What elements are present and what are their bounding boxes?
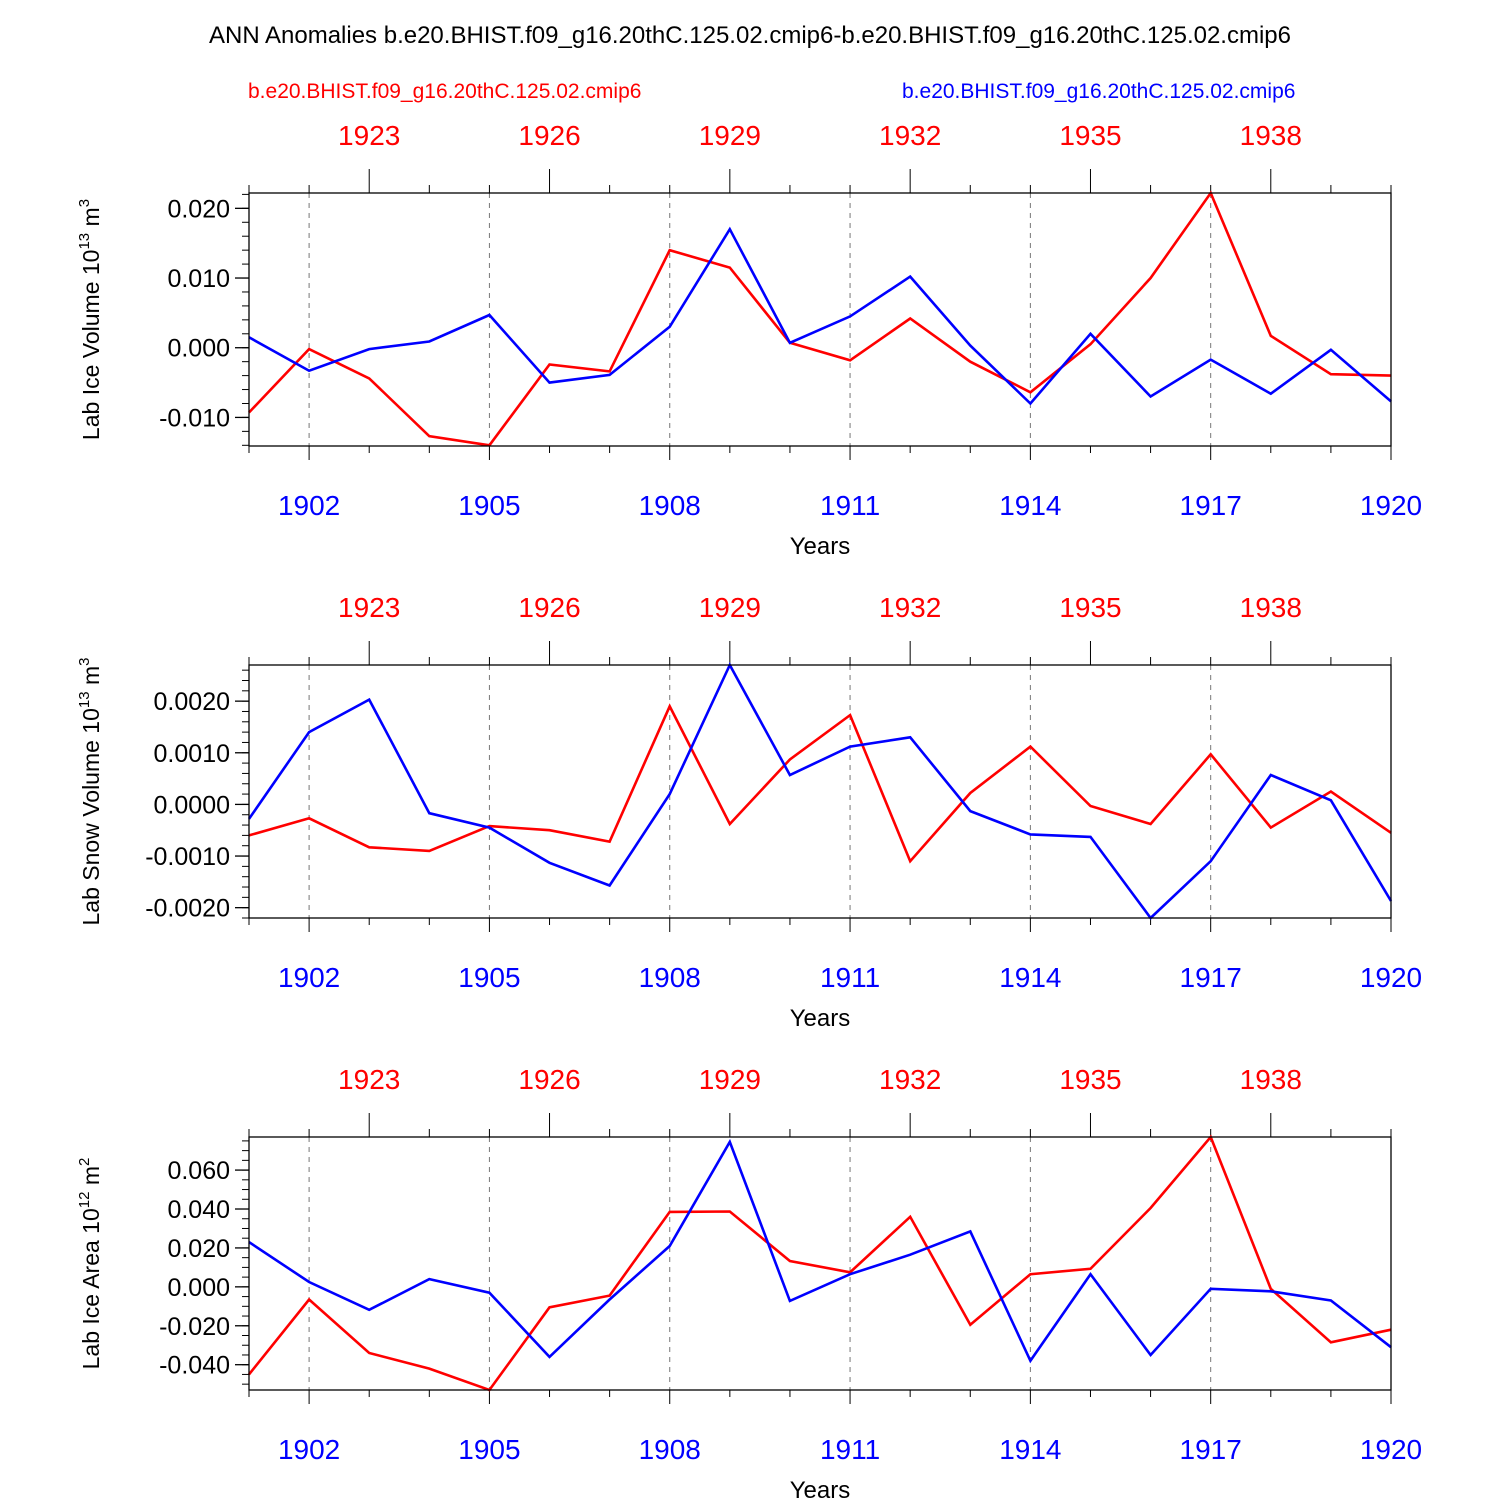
x-tick-label-bottom: 1911	[820, 490, 880, 521]
plot-frame	[248, 192, 1392, 447]
panel-1: -0.010 0.000 0.010 0.020 1902 1905 1908 1911 191…	[76, 120, 1422, 560]
series-line-2	[248, 1138, 1392, 1364]
x-tick-label-top: 1923	[338, 592, 400, 623]
x-tick-label-bottom: 1914	[999, 490, 1061, 521]
x-tick-label-top: 1926	[518, 1064, 580, 1095]
y-tick-label: 0.010	[167, 265, 230, 293]
x-tick-label-bottom: 1902	[278, 1434, 340, 1465]
y-tick-label: 0.0020	[154, 688, 230, 716]
x-tick-label-top: 1935	[1059, 592, 1121, 623]
plot-frame	[248, 664, 1392, 919]
panel-3: -0.040 -0.020 0.000 0.020 0.040 0.060 1902 1905…	[76, 1064, 1422, 1500]
x-tick-label-top: 1929	[699, 592, 761, 623]
y-axis-label: Lab Snow Volume 1013 m3	[76, 658, 104, 926]
x-axis-label: Years	[790, 1477, 851, 1500]
y-tick-label: 0.020	[167, 1235, 230, 1263]
x-tick-label-top: 1926	[518, 120, 580, 151]
x-tick-label-top: 1938	[1240, 1064, 1302, 1095]
x-tick-label-bottom: 1917	[1180, 962, 1242, 993]
panel-2: -0.0020 -0.0010 0.0000 0.0010 0.0020 1902 1905…	[76, 592, 1422, 1032]
x-tick-label-top: 1935	[1059, 1064, 1121, 1095]
y-tick-label: -0.040	[159, 1352, 230, 1380]
x-tick-label-bottom: 1911	[820, 1434, 880, 1465]
x-tick-label-top: 1932	[879, 120, 941, 151]
x-tick-label-top: 1935	[1059, 120, 1121, 151]
y-tick-label: -0.010	[159, 404, 230, 432]
x-tick-label-bottom: 1905	[458, 962, 520, 993]
series-line-2	[248, 226, 1392, 406]
x-tick-label-top: 1938	[1240, 592, 1302, 623]
chart-title: ANN Anomalies b.e20.BHIST.f09_g16.20thC.…	[208, 22, 1291, 49]
x-tick-label-bottom: 1914	[999, 962, 1061, 993]
x-tick-label-bottom: 1920	[1360, 1434, 1422, 1465]
series-line-2	[247, 662, 1393, 920]
x-tick-label-bottom: 1905	[458, 1434, 520, 1465]
x-tick-label-bottom: 1908	[639, 1434, 701, 1465]
x-tick-label-bottom: 1914	[999, 1434, 1061, 1465]
x-tick-label-bottom: 1920	[1360, 490, 1422, 521]
x-tick-label-bottom: 1902	[278, 490, 340, 521]
x-tick-label-top: 1929	[699, 120, 761, 151]
y-axis-label: Lab Ice Volume 1013 m3	[76, 199, 104, 440]
series-line-1	[248, 703, 1392, 864]
x-tick-label-bottom: 1902	[278, 962, 340, 993]
x-tick-label-bottom: 1911	[820, 962, 880, 993]
x-tick-label-bottom: 1920	[1360, 962, 1422, 993]
plot-frame	[248, 1136, 1392, 1391]
y-tick-label: 0.0010	[154, 740, 230, 768]
y-tick-label: 0.040	[167, 1196, 230, 1224]
x-tick-label-top: 1938	[1240, 120, 1302, 151]
y-tick-label: -0.020	[159, 1313, 230, 1341]
x-tick-label-bottom: 1908	[639, 490, 701, 521]
x-tick-label-bottom: 1905	[458, 490, 520, 521]
y-tick-label: 0.000	[167, 1274, 230, 1302]
x-tick-label-top: 1929	[699, 1064, 761, 1095]
y-tick-label: 0.020	[167, 195, 230, 223]
x-axis-label: Years	[790, 1005, 851, 1032]
y-axis-label: Lab Ice Area 1012 m2	[76, 1158, 104, 1370]
x-tick-label-top: 1932	[879, 1064, 941, 1095]
x-tick-label-top: 1923	[338, 1064, 400, 1095]
legend-series-1: b.e20.BHIST.f09_g16.20thC.125.02.cmip6	[248, 80, 642, 103]
x-tick-label-bottom: 1917	[1180, 1434, 1242, 1465]
y-tick-label: -0.0020	[145, 895, 230, 923]
x-tick-label-top: 1932	[879, 592, 941, 623]
x-tick-label-bottom: 1917	[1180, 490, 1242, 521]
y-tick-label: 0.000	[167, 335, 230, 363]
series-line-1	[247, 1134, 1392, 1392]
x-tick-label-top: 1926	[518, 592, 580, 623]
y-tick-label: 0.060	[167, 1157, 230, 1185]
y-tick-label: 0.0000	[154, 791, 230, 819]
x-tick-label-bottom: 1908	[639, 962, 701, 993]
legend-series-2: b.e20.BHIST.f09_g16.20thC.125.02.cmip6	[902, 80, 1296, 103]
y-tick-label: -0.0010	[145, 843, 230, 871]
x-axis-label: Years	[790, 533, 851, 560]
series-line-1	[248, 190, 1392, 447]
x-tick-label-top: 1923	[338, 120, 400, 151]
